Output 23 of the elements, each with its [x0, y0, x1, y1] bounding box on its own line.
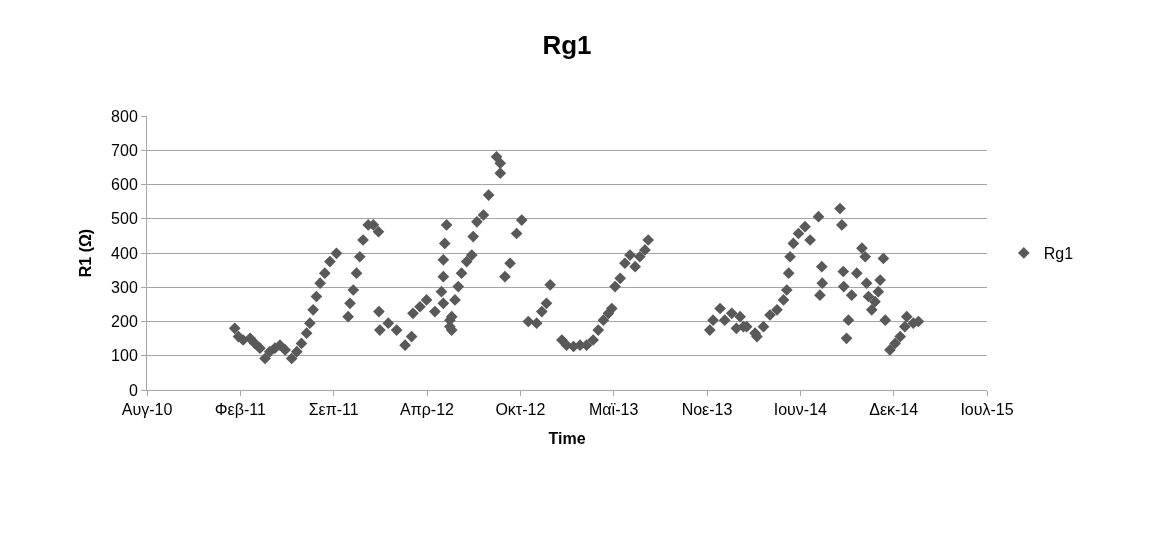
x-tick-label: Οκτ-12 — [495, 401, 546, 419]
x-tick-label: Νοε-13 — [681, 401, 733, 419]
y-tick-label: 300 — [111, 278, 138, 296]
chart-title: Rg1 — [542, 30, 592, 61]
x-tick-label: Ιουλ-15 — [960, 401, 1014, 419]
y-tick-label: 0 — [128, 381, 138, 399]
y-tick-label: 100 — [111, 347, 138, 365]
y-tick-label: 700 — [111, 141, 138, 159]
y-tick-label: 600 — [111, 176, 138, 194]
x-tick-label: Απρ-12 — [400, 401, 455, 419]
x-tick-label: Αυγ-10 — [121, 401, 173, 419]
y-tick-label: 200 — [111, 313, 138, 331]
x-tick-label: Μαϊ-13 — [589, 401, 639, 419]
x-tick-label: Φεβ-11 — [214, 401, 266, 419]
x-tick-label: Σεπ-11 — [308, 401, 359, 419]
y-axis-title: R1 (Ω) — [77, 228, 94, 278]
x-axis-title: Time — [548, 429, 586, 447]
y-tick-label: 800 — [111, 107, 138, 125]
legend-label: Rg1 — [1043, 245, 1074, 263]
y-tick-label: 400 — [111, 244, 138, 262]
x-tick-label: Δεκ-14 — [869, 401, 919, 419]
y-tick-label: 500 — [111, 210, 138, 228]
x-tick-label: Ιουν-14 — [773, 401, 828, 419]
